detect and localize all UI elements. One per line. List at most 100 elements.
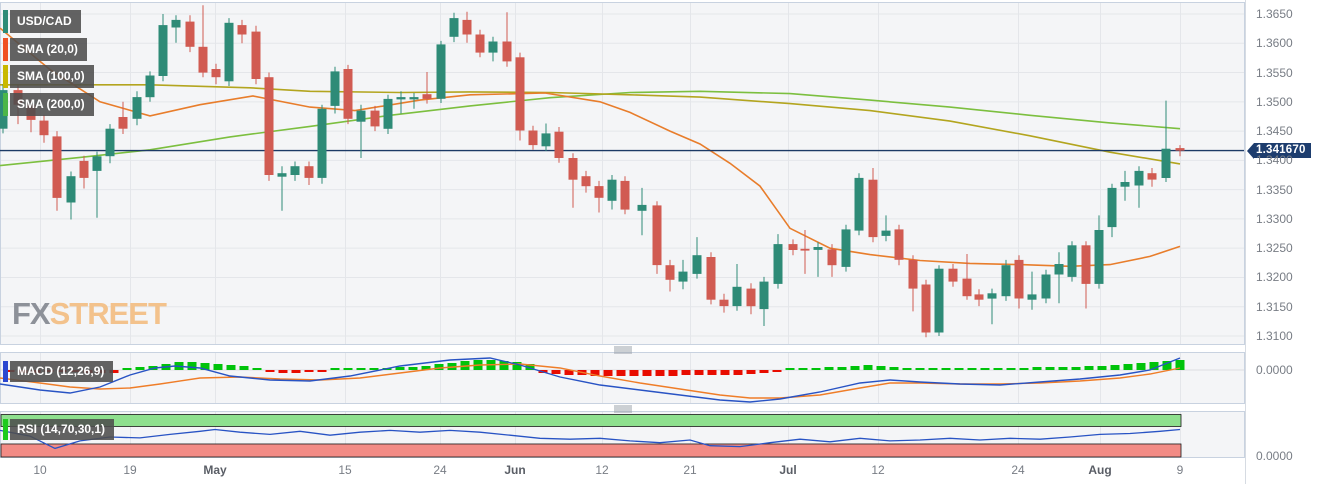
legend-sma200[interactable]: SMA (200,0) <box>3 93 94 116</box>
sma20-line <box>0 27 1181 268</box>
candle-body <box>788 244 798 250</box>
time-axis-label: Aug <box>1088 463 1111 477</box>
candle-body <box>52 136 62 198</box>
macd-bar <box>941 368 951 370</box>
macd-bar <box>772 370 782 372</box>
macd-bar <box>1136 363 1146 370</box>
price-tag-value: 1.341670 <box>1254 143 1311 158</box>
macd-bar <box>1175 360 1185 370</box>
macd-bar <box>1084 366 1094 370</box>
candle-body <box>528 130 538 146</box>
legend-symbol[interactable]: USD/CAD <box>3 10 81 33</box>
candle-body <box>827 249 837 266</box>
legend-macd[interactable]: MACD (12,26,9) <box>3 361 114 382</box>
macd-bar <box>135 367 145 370</box>
candle-body <box>894 229 904 260</box>
legend-sma20[interactable]: SMA (20,0) <box>3 38 87 61</box>
macd-bar <box>668 370 678 376</box>
candle-body <box>732 286 742 307</box>
sma200-line <box>0 90 1181 167</box>
candle-body <box>383 98 393 129</box>
time-axis[interactable]: 10 19 May 15 24 Jun 12 21 Jul 12 24 Aug 9 <box>33 463 1183 477</box>
candle-body <box>1054 264 1064 275</box>
macd-bar <box>1162 361 1172 370</box>
macd-bar <box>837 367 847 370</box>
time-axis-label: 9 <box>1177 463 1184 477</box>
candle-body <box>264 77 274 175</box>
candle-body <box>1134 170 1144 186</box>
macd-bar <box>694 370 704 375</box>
candle-body <box>118 117 128 129</box>
candle-body <box>330 71 340 106</box>
macd-bar <box>499 361 509 370</box>
pane-divider-handle[interactable] <box>614 405 632 413</box>
candle-body <box>854 177 864 231</box>
candle-body <box>678 271 688 282</box>
macd-bar <box>356 368 366 370</box>
macd-bar <box>1032 367 1042 370</box>
candle-body <box>773 244 783 284</box>
price-axis[interactable]: 1.341670 1.3650 1.3600 1.3550 1.3500 1.3450 1… <box>1245 0 1323 484</box>
candle-body <box>290 166 300 175</box>
legend-rsi[interactable]: RSI (14,70,30,1) <box>3 419 115 440</box>
macd-bar <box>759 370 769 373</box>
candle-body <box>145 75 155 98</box>
candle-body <box>868 179 878 238</box>
sma200-marker-icon <box>3 93 8 116</box>
macd-bar <box>200 363 210 370</box>
candle-body <box>475 34 485 53</box>
candle-body <box>1107 187 1117 228</box>
macd-bar <box>863 365 873 370</box>
macd-bar <box>434 364 444 370</box>
macd-bar <box>291 370 301 373</box>
candle-body <box>607 179 617 201</box>
candle-body <box>158 25 168 77</box>
macd-bar <box>525 364 535 370</box>
candle-body <box>881 230 891 236</box>
legend-sma100[interactable]: SMA (100,0) <box>3 65 94 88</box>
candle-body <box>934 268 944 333</box>
candle-body <box>370 110 380 127</box>
candle-body <box>39 120 49 136</box>
macd-bar <box>1071 367 1081 370</box>
macd-bar <box>850 366 860 370</box>
pane-divider-handle[interactable] <box>614 346 632 354</box>
macd-panel-bg <box>0 352 1245 404</box>
candle-body <box>594 186 604 198</box>
macd-bar <box>616 370 626 376</box>
macd-bar <box>304 370 314 372</box>
price-tick-label: 1.3100 <box>1256 328 1293 343</box>
macd-bar <box>707 370 717 375</box>
macd-bar <box>967 368 977 370</box>
indicator-zero-label: 0.0000 <box>1256 449 1293 463</box>
price-tick-label: 1.3300 <box>1256 211 1293 226</box>
chart-canvas[interactable]: 10 19 May 15 24 Jun 12 21 Jul 12 24 Aug 9 <box>0 0 1246 484</box>
macd-bar <box>109 370 119 373</box>
candle-body <box>356 110 366 122</box>
time-axis-label: 15 <box>338 463 352 477</box>
sma200-label: SMA (200,0) <box>10 93 94 116</box>
candle-body <box>449 18 459 37</box>
macd-bar <box>408 367 418 370</box>
candle-body <box>1081 245 1091 284</box>
macd-bar <box>928 368 938 370</box>
macd-bar <box>278 370 288 373</box>
candle-body <box>132 97 142 119</box>
macd-bar <box>421 366 431 370</box>
macd-bar <box>590 370 600 376</box>
rsi-overbought-band <box>0 414 1182 427</box>
macd-bar <box>1097 366 1107 370</box>
candle-body <box>581 176 591 187</box>
time-axis-label: 12 <box>871 463 885 477</box>
candle-body <box>987 293 997 299</box>
candle-body <box>1014 259 1024 299</box>
macd-bar <box>746 370 756 374</box>
candle-body <box>962 278 972 297</box>
rsi-oversold-band <box>0 443 1182 458</box>
candle-body <box>908 259 918 289</box>
macd-bar <box>564 370 574 375</box>
candle-body <box>1161 148 1171 178</box>
candle-body <box>800 248 810 251</box>
candle-body <box>1067 245 1077 277</box>
